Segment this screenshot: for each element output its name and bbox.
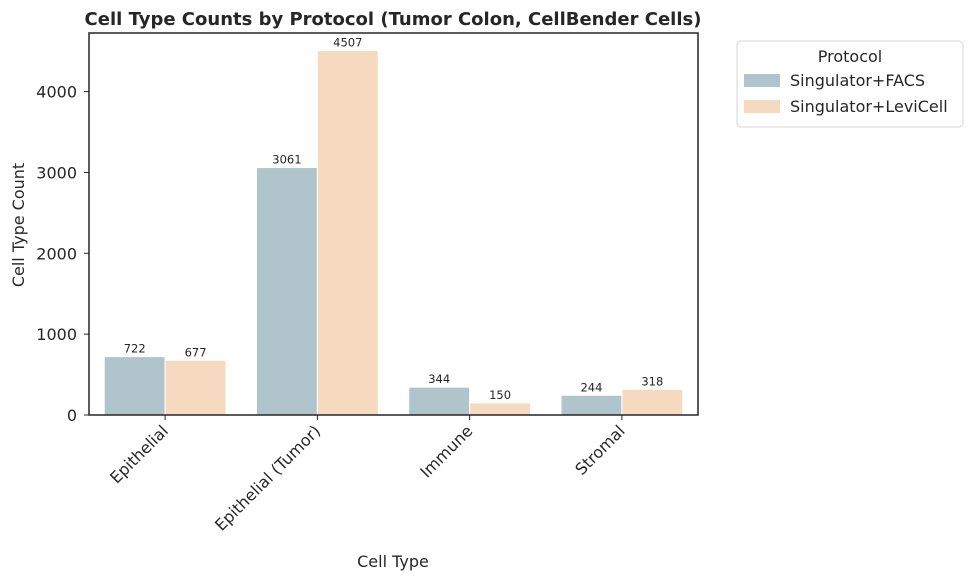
bar bbox=[316, 50, 379, 416]
data-label: 722 bbox=[124, 342, 146, 356]
legend: Protocol Singulator+FACS Singulator+LeviC… bbox=[736, 40, 964, 128]
y-tick-label: 1000 bbox=[36, 325, 77, 344]
x-tick-label: Epithelial (Tumor) bbox=[211, 421, 324, 534]
x-tick-label: Stromal bbox=[571, 421, 628, 478]
bar bbox=[469, 402, 532, 416]
data-label: 244 bbox=[580, 380, 602, 394]
y-tick-label: 4000 bbox=[36, 83, 77, 102]
data-label: 150 bbox=[489, 388, 511, 402]
x-tick-label: Immune bbox=[416, 421, 476, 481]
y-tick-label: 0 bbox=[67, 406, 77, 425]
data-label: 677 bbox=[185, 345, 207, 359]
data-label: 4507 bbox=[333, 36, 362, 50]
data-label: 3061 bbox=[272, 153, 301, 167]
bar bbox=[164, 359, 227, 416]
y-tick-label: 2000 bbox=[36, 244, 77, 263]
legend-label: Singulator+FACS bbox=[790, 71, 925, 90]
plot-area: 722 3061 344 244 677 4507 150 318 0 1000 2000 3000 4… bbox=[36, 32, 699, 535]
bar bbox=[408, 386, 471, 416]
chart-title: Cell Type Counts by Protocol (Tumor Colo… bbox=[85, 9, 702, 30]
legend-swatch bbox=[744, 100, 780, 113]
plot-frame bbox=[88, 32, 699, 416]
data-label: 318 bbox=[641, 374, 663, 388]
y-axis-label: Cell Type Count bbox=[9, 163, 28, 287]
bar bbox=[621, 388, 684, 416]
legend-frame bbox=[736, 40, 964, 128]
y-tick-label: 3000 bbox=[36, 163, 77, 182]
data-label: 344 bbox=[428, 372, 450, 386]
legend-label: Singulator+LeviCell bbox=[790, 97, 948, 116]
x-axis-label: Cell Type bbox=[357, 552, 429, 571]
legend-swatch bbox=[744, 74, 780, 87]
bar bbox=[560, 394, 623, 416]
bar bbox=[103, 356, 166, 416]
x-tick-label: Epithelial bbox=[106, 421, 172, 487]
bar bbox=[255, 167, 318, 416]
legend-title: Protocol bbox=[818, 47, 882, 66]
